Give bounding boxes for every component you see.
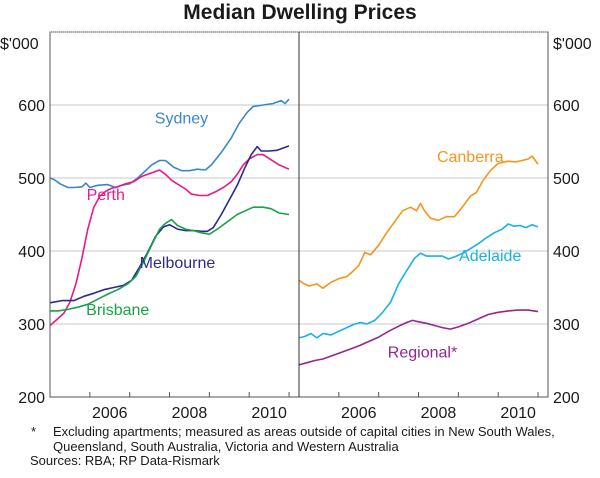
y-tick-label-left-200: 200 xyxy=(18,390,45,407)
y-axis-unit-right: $'000 xyxy=(553,36,592,53)
series-labels: Sydney Perth Melbourne Brisbane Canberra Adel… xyxy=(86,110,521,361)
y-tick-label-left-400: 400 xyxy=(18,244,45,261)
y-axis-unit-left: $'000 xyxy=(0,36,39,53)
x-tick-label-left-2006: 2006 xyxy=(92,405,128,422)
y-tick-label-right-500: 500 xyxy=(553,171,580,188)
footnote-marker: * xyxy=(31,424,37,439)
footnote-text: Excluding apartments; measured as areas … xyxy=(53,424,555,454)
y-tick-label-left-500: 500 xyxy=(18,171,45,188)
series-label-brisbane: Brisbane xyxy=(86,302,149,319)
series-line-regional xyxy=(298,309,539,366)
series-line-sydney xyxy=(49,98,290,189)
x-tick-label-right-2006: 2006 xyxy=(341,405,377,422)
plot-frame xyxy=(49,31,549,398)
series-line-brisbane xyxy=(50,206,290,312)
x-axis-ticks: 2006 2008 2010 2006 2008 2010 xyxy=(89,392,539,422)
series-line-perth xyxy=(49,153,290,327)
y-tick-label-right-600: 600 xyxy=(553,98,580,115)
chart-title: Median Dwelling Prices xyxy=(183,1,416,24)
sources-text: Sources: RBA; RP Data-Rismark xyxy=(30,453,220,468)
median-dwelling-prices-chart: Median Dwelling Prices $'000 $'000 200 20… xyxy=(0,1,592,422)
y-tick-label-left-600: 600 xyxy=(18,98,45,115)
series-lines xyxy=(49,98,539,366)
series-label-regional: Regional* xyxy=(388,345,457,362)
y-tick-label-right-400: 400 xyxy=(553,244,580,261)
series-label-canberra: Canberra xyxy=(437,149,504,166)
y-axis-ticks: 200 200 300 300 400 400 500 500 600 600 xyxy=(18,98,580,407)
y-tick-label-right-300: 300 xyxy=(553,317,580,334)
series-line-melbourne xyxy=(49,145,290,304)
series-line-adelaide xyxy=(298,223,539,339)
series-label-sydney: Sydney xyxy=(155,110,208,127)
series-label-adelaide: Adelaide xyxy=(459,248,521,265)
series-label-melbourne: Melbourne xyxy=(140,255,216,272)
series-label-perth: Perth xyxy=(87,187,125,204)
chart-footnote: * Excluding apartments; measured as area… xyxy=(30,424,590,469)
x-tick-label-right-2008: 2008 xyxy=(421,405,457,422)
series-line-canberra xyxy=(298,155,539,289)
y-tick-label-right-200: 200 xyxy=(553,390,580,407)
y-tick-label-left-300: 300 xyxy=(18,317,45,334)
x-tick-label-right-2010: 2010 xyxy=(500,405,536,422)
x-tick-label-left-2010: 2010 xyxy=(251,405,287,422)
x-tick-label-left-2008: 2008 xyxy=(172,405,208,422)
